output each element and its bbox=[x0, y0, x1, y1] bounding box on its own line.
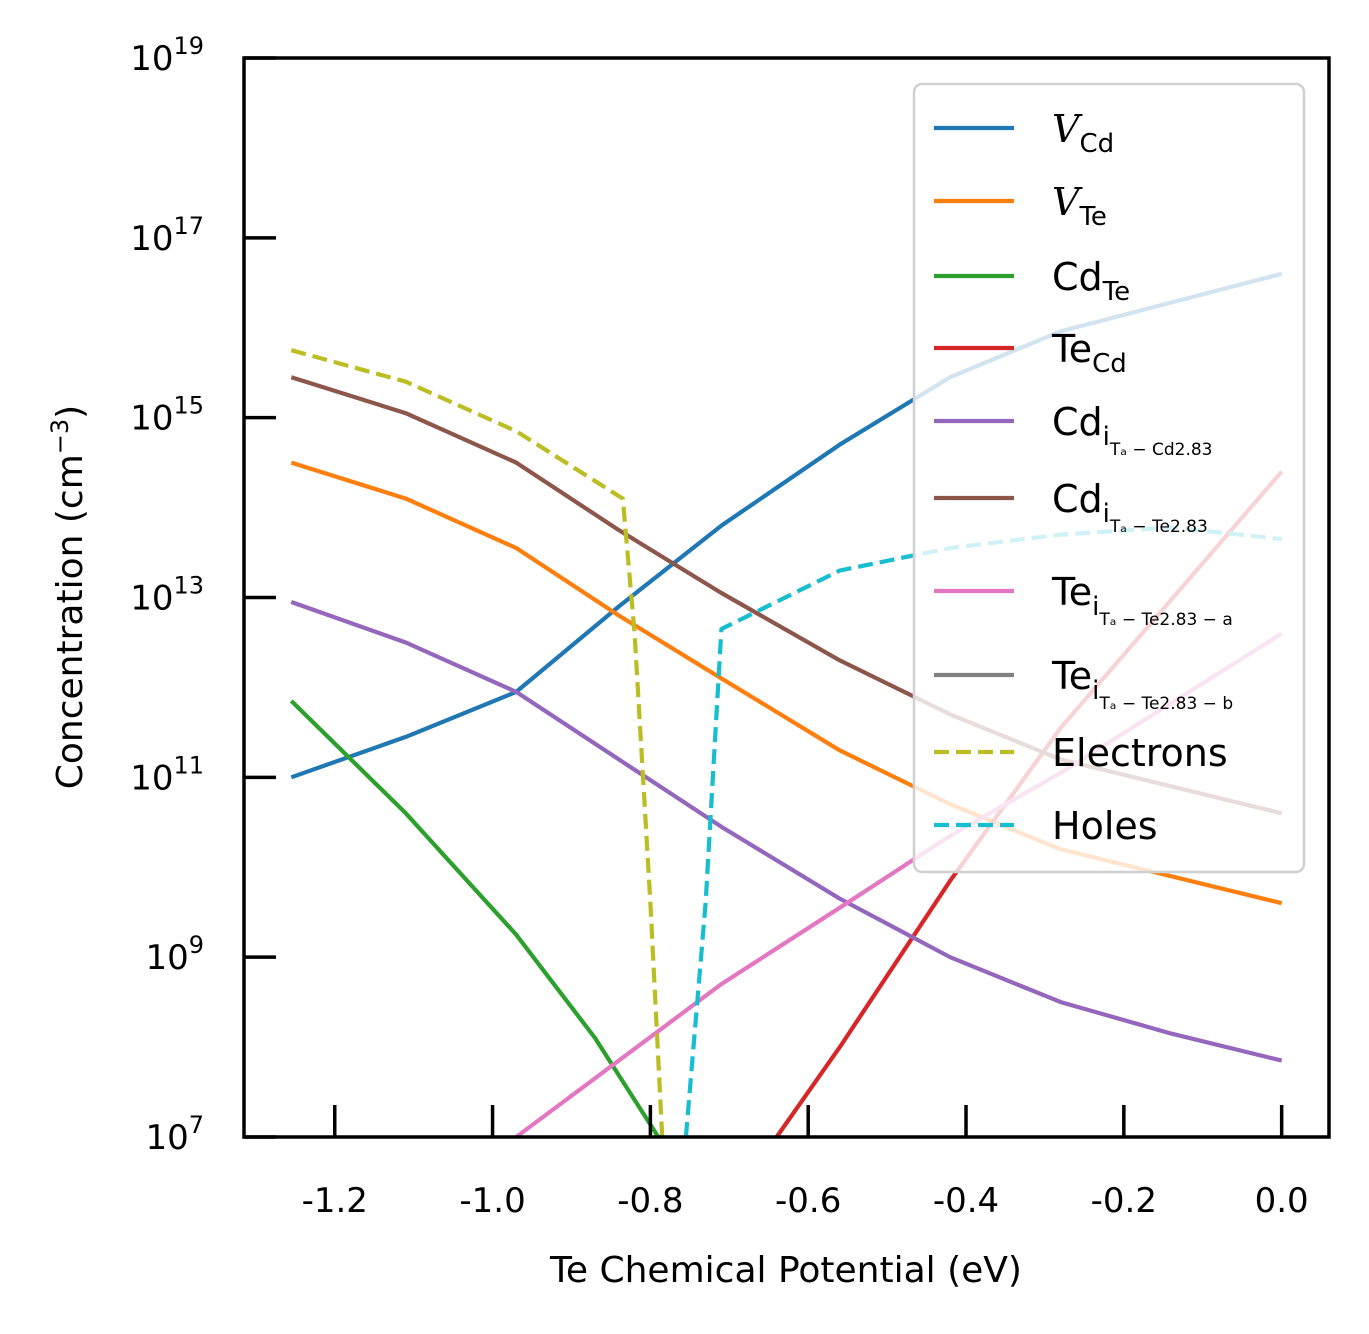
legend-label-cd_te: CdTe bbox=[1052, 255, 1130, 307]
legend: VCd VTe CdTe TeCd CdiTₐ − Cd2.83 CdiTₐ − Te2.… bbox=[912, 82, 1306, 874]
legend-label-te_cd: TeCd bbox=[1051, 327, 1127, 379]
legend-label-electrons: Electrons bbox=[1052, 731, 1228, 775]
series-line-cd_i_cd bbox=[290, 600, 1283, 1063]
plot-frame bbox=[242, 56, 1331, 1139]
series-line-electrons bbox=[290, 348, 665, 1138]
series-line-cd_te bbox=[289, 699, 661, 1139]
y-tick-label: 107 bbox=[145, 1111, 204, 1158]
x-tick-label: -1.0 bbox=[459, 1181, 525, 1221]
x-tick-label: -1.2 bbox=[302, 1181, 368, 1221]
x-tick-label: -0.2 bbox=[1091, 1181, 1157, 1221]
legend-label-cd_i_te: CdiTₐ − Te2.83 bbox=[1052, 477, 1208, 537]
y-axis-label-main: Concentration (cm bbox=[50, 454, 91, 789]
y-axis-ticks: 107 109 1011 1013 1015 1017 1019 bbox=[130, 32, 276, 1158]
y-axis-label-exponent: −3 bbox=[46, 419, 74, 454]
y-tick-label: 1015 bbox=[130, 392, 204, 439]
y-tick-label: 109 bbox=[145, 931, 204, 978]
x-axis-ticks: -1.2 -1.0 -0.8 -0.6 -0.4 -0.2 0.0 bbox=[302, 1105, 1309, 1221]
legend-label-te_i_a: TeiTₐ − Te2.83 − a bbox=[1051, 570, 1233, 630]
y-tick-label: 1019 bbox=[130, 32, 204, 79]
y-tick-label: 1013 bbox=[130, 572, 204, 619]
legend-label-holes: Holes bbox=[1052, 804, 1158, 848]
y-tick-label: 1017 bbox=[130, 212, 204, 259]
x-tick-label: -0.6 bbox=[775, 1181, 841, 1221]
legend-label-cd_i_cd: CdiTₐ − Cd2.83 bbox=[1052, 400, 1213, 460]
x-tick-label: -0.4 bbox=[933, 1181, 999, 1221]
y-tick-label: 1011 bbox=[130, 751, 204, 798]
legend-label-v_te: VTe bbox=[1052, 180, 1107, 232]
x-tick-label: 0.0 bbox=[1255, 1181, 1309, 1221]
y-axis-label: Concentration (cm−3) bbox=[46, 405, 91, 789]
x-axis-label: Te Chemical Potential (eV) bbox=[549, 1250, 1022, 1291]
legend-label-v_cd: VCd bbox=[1052, 107, 1114, 159]
x-tick-label: -0.8 bbox=[617, 1181, 683, 1221]
legend-label-te_i_b: TeiTₐ − Te2.83 − b bbox=[1051, 654, 1233, 714]
y-axis-label-close: ) bbox=[50, 405, 91, 419]
